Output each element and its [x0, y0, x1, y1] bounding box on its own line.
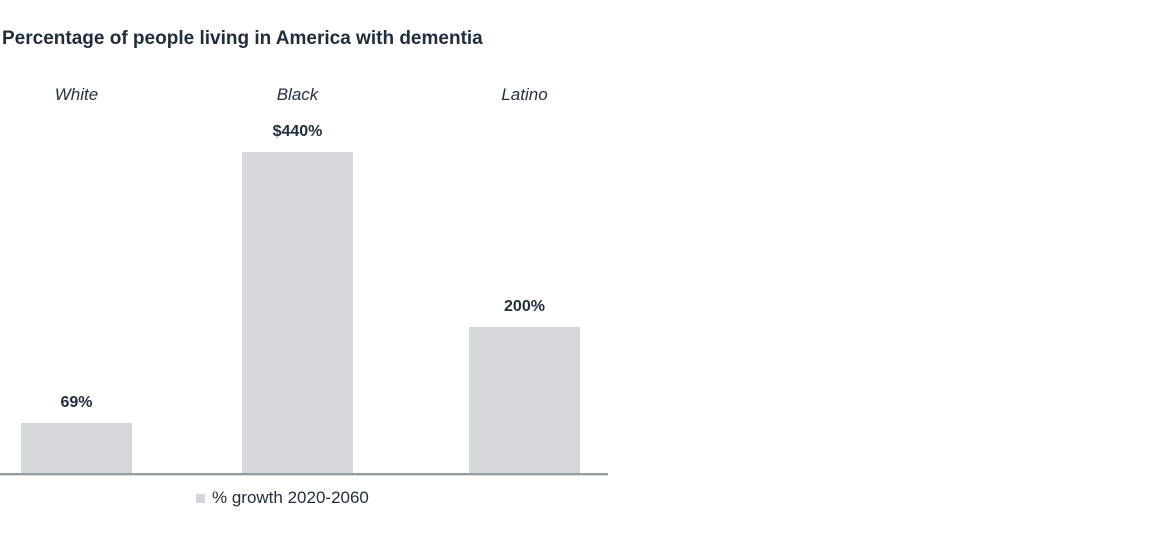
chart-title: Percentage of people living in America w… [2, 28, 483, 49]
legend-label: % growth 2020-2060 [212, 488, 369, 507]
bar-group-latino: 200% [469, 298, 580, 473]
category-label-latino: Latino [501, 85, 548, 104]
bar-black [242, 152, 353, 473]
bar-value-label-white: 69% [60, 394, 93, 411]
legend-swatch-icon [196, 493, 205, 503]
bar-value-label-latino: 200% [504, 298, 545, 315]
x-axis-line [0, 473, 608, 475]
category-label-black: Black [276, 85, 319, 104]
bar-group-white: 69% [21, 394, 132, 473]
bar-white [21, 423, 132, 473]
plot-area: 69% $440% 200% [0, 110, 608, 475]
bar-latino [469, 327, 580, 473]
bar-value-label-black: $440% [272, 123, 323, 140]
legend: % growth 2020-2060 [196, 488, 369, 508]
category-label-white: White [54, 85, 99, 104]
bar-group-black: $440% [242, 123, 353, 473]
